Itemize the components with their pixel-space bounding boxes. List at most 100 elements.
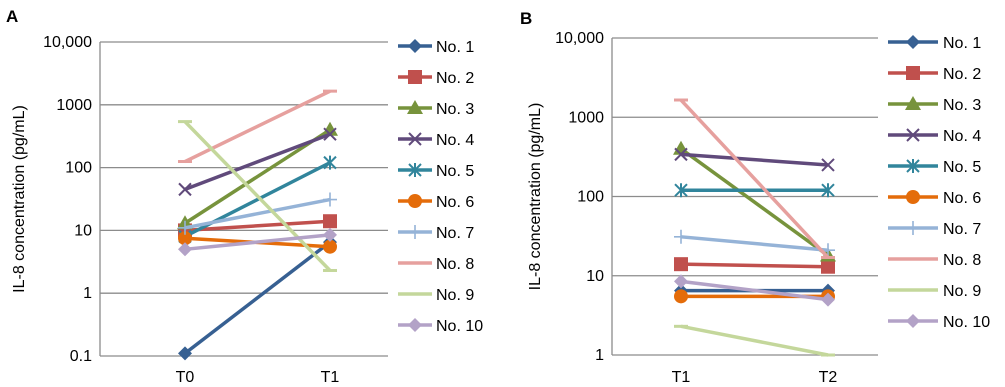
y-tick-label: 10,000 (43, 34, 92, 51)
data-point (178, 231, 192, 246)
legend-marker (408, 194, 422, 208)
legend-label: No. 3 (436, 101, 474, 118)
y-tick-label: 10,000 (555, 30, 604, 47)
series-line (680, 235, 829, 252)
data-point (323, 127, 337, 141)
legend-label: No. 6 (943, 190, 981, 207)
series-line (680, 262, 829, 269)
legend-marker (906, 66, 920, 80)
series-line (184, 128, 331, 225)
legend-label: No. 3 (943, 97, 981, 114)
series-line (184, 89, 331, 164)
legend-marker (408, 163, 422, 177)
legend-label: No. 7 (943, 221, 981, 238)
data-point (323, 214, 337, 229)
legend-marker (906, 128, 920, 142)
series-5 (674, 183, 835, 198)
legend-label: No. 7 (436, 225, 474, 242)
legend-item: No. 5 (888, 159, 981, 176)
y-tick-label: 100 (65, 160, 92, 177)
data-point (674, 257, 688, 272)
legend-item: No. 9 (398, 287, 474, 304)
series-8 (178, 89, 337, 164)
series-7 (178, 192, 337, 235)
series-line (680, 279, 829, 302)
series-line (184, 132, 331, 192)
data-point (821, 158, 835, 172)
data-point (673, 140, 689, 155)
data-point (674, 183, 688, 198)
y-tick-label: 1000 (56, 97, 92, 114)
legend-label: No. 4 (436, 132, 474, 149)
data-point (821, 183, 835, 198)
series-line (183, 240, 332, 355)
data-point (322, 121, 338, 136)
series-4 (674, 147, 835, 172)
data-point (323, 192, 337, 207)
panel-label: A (6, 7, 18, 26)
legend-marker (407, 100, 423, 114)
data-point (178, 182, 192, 197)
series-4 (178, 127, 337, 197)
legend-label: No. 2 (943, 66, 981, 83)
legend-label: No. 9 (943, 283, 981, 300)
legend-item: No. 8 (398, 256, 474, 273)
data-point (323, 155, 337, 170)
data-point (821, 292, 835, 307)
legend-marker (906, 159, 920, 173)
panel-label: B (520, 9, 532, 28)
legend-item: No. 4 (888, 128, 981, 145)
data-point (178, 220, 192, 235)
y-tick-label: 10 (74, 222, 92, 239)
legend-item: No. 1 (398, 39, 474, 56)
legend-item: No. 2 (888, 66, 981, 83)
legend-item: No. 1 (888, 35, 981, 52)
legend-item: No. 7 (888, 221, 981, 238)
legend-item: No. 7 (398, 225, 474, 242)
legend-item: No. 4 (398, 132, 474, 149)
series-line (679, 147, 830, 257)
data-point (674, 147, 688, 162)
legend-item: No. 10 (888, 314, 990, 331)
y-tick-label: 10 (586, 268, 604, 285)
legend-item: No. 9 (888, 283, 981, 300)
series-line (680, 324, 829, 357)
series-line (183, 120, 332, 272)
y-tick-label: 0.1 (70, 348, 92, 365)
data-point (821, 259, 835, 274)
legend-item: No. 6 (888, 190, 981, 207)
x-tick-label: T0 (176, 369, 195, 386)
legend-marker (906, 35, 920, 49)
series-line (679, 98, 830, 259)
y-tick-label: 100 (577, 189, 604, 206)
x-tick-label: T1 (672, 369, 691, 386)
series-line (184, 233, 331, 252)
series-10 (674, 274, 835, 307)
y-tick-label: 1 (83, 285, 92, 302)
legend-item: No. 3 (888, 96, 981, 114)
legend-item: No. 5 (398, 163, 474, 180)
y-axis-label: IL-8 concentration (pg/mL) (11, 105, 28, 293)
series-10 (178, 227, 337, 257)
legend-marker (906, 190, 920, 204)
legend-label: No. 8 (436, 256, 474, 273)
series-9 (674, 324, 835, 357)
legend-label: No. 2 (436, 70, 474, 87)
legend-label: No. 1 (943, 35, 981, 52)
legend-marker (408, 225, 422, 239)
data-point (323, 227, 337, 242)
legend-label: No. 10 (436, 318, 483, 335)
series-line (680, 152, 829, 167)
data-point (674, 274, 688, 289)
series-9 (178, 120, 337, 272)
legend: No. 1 No. 2 No. 3 No. 4 No. 5 No. 6 No. 7 No. 8… (398, 39, 483, 335)
legend-label: No. 5 (943, 159, 981, 176)
y-tick-label: 1 (595, 347, 604, 364)
series-8 (674, 98, 835, 259)
data-point (178, 242, 192, 257)
data-point (323, 239, 337, 254)
data-point (178, 346, 192, 361)
series-2 (674, 257, 835, 274)
series-line (184, 219, 331, 233)
